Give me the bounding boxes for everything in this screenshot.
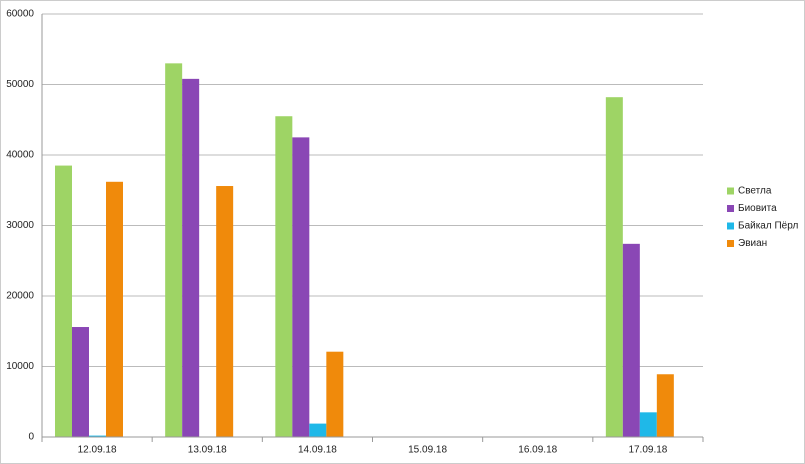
bar	[106, 181, 123, 437]
bar	[326, 351, 344, 437]
legend-label: Светла	[738, 186, 772, 197]
x-tick-label: 13.09.18	[188, 445, 227, 456]
y-tick-label: 10000	[6, 361, 34, 372]
bar	[605, 97, 623, 437]
legend-swatch	[727, 222, 734, 230]
bar	[292, 137, 310, 437]
legend-label: Байкал Пёрл	[738, 221, 798, 232]
y-tick-label: 50000	[6, 79, 34, 90]
x-tick-label: 16.09.18	[518, 445, 557, 456]
legend-label: Эвиан	[738, 238, 767, 249]
legend-label: Биовита	[738, 203, 777, 214]
bar	[72, 327, 89, 437]
bar	[622, 243, 640, 437]
bar	[275, 116, 293, 437]
legend-swatch	[727, 187, 734, 195]
y-tick-label: 20000	[6, 291, 34, 302]
legend-swatch	[727, 240, 734, 247]
bar	[89, 435, 106, 437]
x-tick-label: 12.09.18	[78, 445, 117, 456]
bar	[639, 412, 657, 437]
bar	[55, 165, 72, 437]
y-tick-label: 40000	[6, 150, 34, 161]
x-tick-label: 17.09.18	[628, 445, 667, 456]
x-tick-label: 14.09.18	[298, 445, 337, 456]
y-tick-label: 0	[28, 432, 34, 443]
legend-swatch	[727, 205, 734, 212]
bar	[656, 374, 674, 437]
bar	[182, 78, 200, 438]
y-tick-label: 30000	[6, 220, 34, 231]
bar	[165, 63, 183, 437]
y-tick-label: 60000	[6, 9, 34, 20]
bar	[309, 423, 327, 437]
x-tick-label: 15.09.18	[408, 445, 447, 456]
bar	[216, 186, 234, 437]
